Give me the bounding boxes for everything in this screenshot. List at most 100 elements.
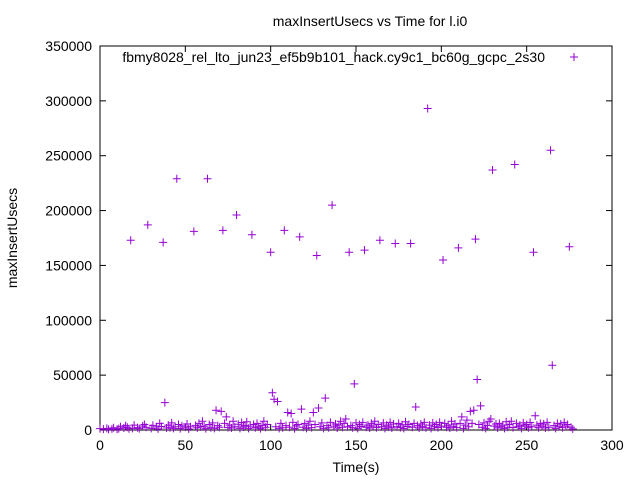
data-point — [172, 174, 181, 183]
data-point — [275, 424, 284, 433]
data-point — [543, 418, 552, 427]
data-point — [222, 412, 231, 421]
data-point — [165, 423, 174, 432]
data-point — [491, 419, 500, 428]
data-point — [297, 405, 306, 414]
y-tick-label: 200000 — [45, 203, 92, 219]
data-point — [353, 424, 362, 433]
x-tick-label: 250 — [515, 437, 539, 453]
data-point — [391, 239, 400, 248]
data-point — [213, 421, 222, 430]
data-point — [527, 422, 536, 431]
data-point — [464, 422, 473, 431]
data-point — [258, 421, 267, 430]
data-point — [280, 226, 289, 235]
data-point — [507, 417, 516, 426]
data-point — [276, 419, 285, 428]
data-point — [253, 419, 262, 428]
data-point — [392, 422, 401, 431]
data-point — [456, 419, 465, 428]
data-point — [278, 423, 287, 432]
data-point — [348, 423, 357, 432]
data-point — [370, 417, 379, 426]
data-point — [273, 397, 282, 406]
data-point — [548, 361, 557, 370]
data-point — [567, 423, 576, 432]
data-point — [553, 419, 562, 428]
data-point — [282, 421, 291, 430]
x-tick-label: 300 — [600, 437, 624, 453]
data-point — [128, 424, 137, 433]
data-point — [410, 419, 419, 428]
data-point — [360, 246, 369, 255]
data-point — [526, 418, 535, 427]
data-point — [452, 423, 461, 432]
data-point — [468, 419, 477, 428]
data-point — [411, 402, 420, 411]
data-point — [529, 248, 538, 257]
data-point — [394, 419, 403, 428]
y-tick-label: 0 — [84, 422, 92, 438]
y-tick-label: 150000 — [45, 257, 92, 273]
data-point — [316, 422, 325, 431]
data-point — [157, 422, 166, 431]
data-point — [121, 421, 130, 430]
data-point — [352, 418, 360, 427]
data-point — [186, 422, 195, 431]
data-point — [433, 423, 442, 432]
x-tick-label: 100 — [259, 437, 283, 453]
data-point — [471, 235, 480, 244]
data-point — [116, 422, 125, 431]
data-point — [495, 419, 504, 428]
data-point — [498, 421, 507, 430]
data-point — [435, 418, 444, 427]
data-point — [381, 424, 390, 433]
data-point — [358, 418, 367, 427]
data-point — [218, 226, 227, 235]
data-point — [387, 424, 396, 433]
data-point — [365, 424, 374, 433]
data-point — [299, 423, 308, 432]
data-point — [531, 411, 540, 420]
data-point — [377, 422, 386, 431]
data-point — [263, 420, 272, 429]
data-point — [217, 407, 226, 416]
data-point — [189, 227, 198, 236]
data-point — [142, 423, 151, 432]
chart-title: maxInsertUsecs vs Time for l.i0 — [273, 13, 468, 29]
y-axis-label: maxInsertUsecs — [4, 188, 20, 288]
data-point — [469, 406, 478, 415]
data-point — [568, 424, 577, 433]
data-point — [415, 424, 424, 433]
data-point — [476, 401, 485, 410]
data-point — [329, 422, 338, 431]
data-point — [551, 424, 560, 433]
data-point — [206, 423, 215, 432]
data-point — [312, 251, 321, 260]
data-point — [287, 409, 296, 418]
data-point — [483, 421, 492, 430]
data-point — [212, 406, 221, 415]
x-tick-label: 50 — [178, 437, 194, 453]
data-point — [234, 420, 243, 429]
data-point — [232, 210, 241, 219]
legend-marker-symbol — [570, 53, 578, 61]
legend-marker — [570, 53, 578, 61]
data-point — [283, 408, 292, 417]
data-point — [439, 255, 448, 264]
data-point — [541, 424, 550, 433]
data-point — [341, 415, 350, 424]
data-point — [510, 160, 519, 169]
data-point — [406, 239, 415, 248]
data-point — [292, 421, 301, 430]
data-point — [311, 420, 320, 429]
data-point — [565, 242, 574, 251]
data-point — [321, 394, 330, 403]
data-point — [143, 220, 152, 229]
data-point — [544, 423, 553, 432]
data-point — [295, 232, 304, 241]
data-point — [309, 408, 318, 417]
data-point — [462, 416, 471, 425]
data-point — [203, 174, 212, 183]
data-point — [251, 423, 260, 432]
